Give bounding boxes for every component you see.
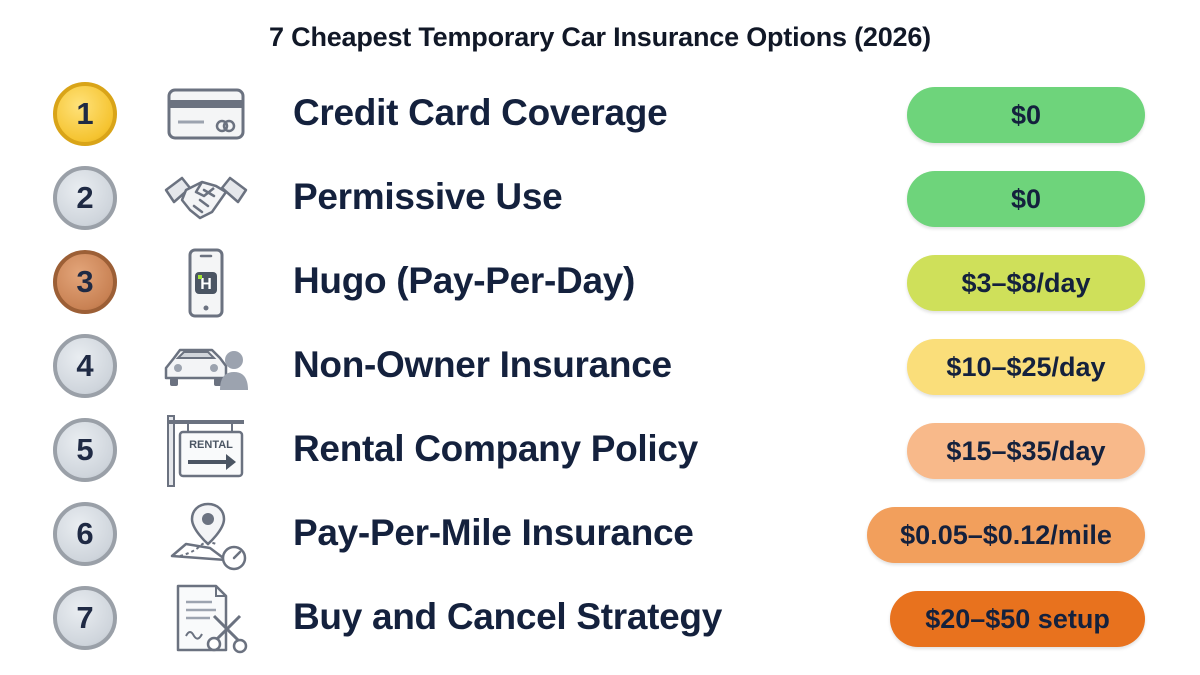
rank-badge: 4 (53, 334, 117, 398)
price-badge: $0 (907, 87, 1145, 143)
rental-sign-icon: RENTAL (160, 412, 252, 488)
price-badge: $20–$50 setup (890, 591, 1145, 647)
price-badge: $10–$25/day (907, 339, 1145, 395)
rank-badge: 7 (53, 586, 117, 650)
map-pin-odometer-icon (160, 496, 252, 572)
price-badge: $0 (907, 171, 1145, 227)
rank-badge: 6 (53, 502, 117, 566)
list-item: 4 Non-Owner Insurance $10–$25/day (0, 326, 1200, 410)
rank-badge: 1 (53, 82, 117, 146)
rank-badge: 3 (53, 250, 117, 314)
price-badge: $3–$8/day (907, 255, 1145, 311)
rental-sign-text: RENTAL (189, 439, 233, 451)
option-label: Credit Card Coverage (293, 92, 668, 133)
list-item: 3 H Hugo (Pay-Per-Day) $3–$8/day (0, 242, 1200, 326)
price-badge: $0.05–$0.12/mile (867, 507, 1145, 563)
document-scissors-icon (160, 580, 252, 656)
list-item: 1 Credit Card Coverage $0 (0, 74, 1200, 158)
list-item: 2 Permissive Use $0 (0, 158, 1200, 242)
smartphone-app-icon: H (160, 244, 252, 320)
option-label: Non-Owner Insurance (293, 344, 672, 385)
option-label: Pay-Per-Mile Insurance (293, 512, 694, 553)
list-item: 6 Pay-Per-Mile Insurance $0.05–$0.12/mil… (0, 494, 1200, 578)
rank-badge: 5 (53, 418, 117, 482)
page-title: 7 Cheapest Temporary Car Insurance Optio… (269, 22, 931, 52)
list-item: 7 Buy and Cancel Strategy $20–$50 setup (0, 578, 1200, 662)
option-label: Buy and Cancel Strategy (293, 596, 723, 637)
app-icon-letter: H (200, 276, 212, 293)
list-item: 5 RENTAL Rental Company Policy $15–$35/d… (0, 410, 1200, 494)
credit-card-icon (160, 76, 252, 152)
rank-badge: 2 (53, 166, 117, 230)
option-label: Rental Company Policy (293, 428, 698, 469)
option-label: Permissive Use (293, 176, 563, 217)
car-and-person-icon (160, 328, 252, 404)
handshake-icon (160, 160, 252, 236)
option-label: Hugo (Pay-Per-Day) (293, 260, 636, 301)
price-badge: $15–$35/day (907, 423, 1145, 479)
